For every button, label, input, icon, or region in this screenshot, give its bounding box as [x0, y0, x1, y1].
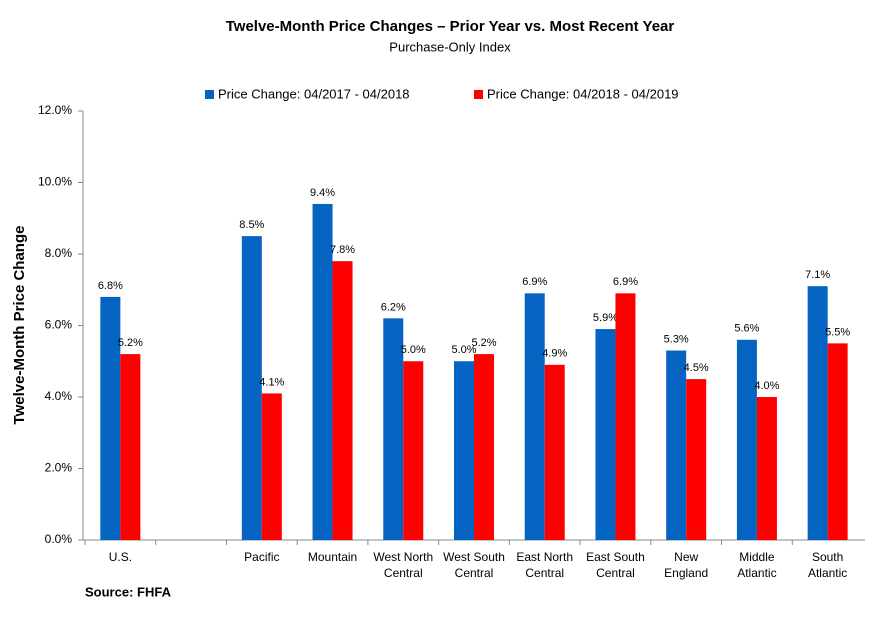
legend-swatch: [205, 90, 214, 99]
value-label: 5.6%: [734, 323, 759, 335]
x-tick-line: West South: [443, 550, 505, 564]
x-tick-line: Mountain: [308, 550, 357, 564]
value-label: 6.9%: [613, 276, 638, 288]
value-label: 7.8%: [330, 244, 355, 256]
bar: [383, 318, 404, 540]
bar: [403, 361, 424, 540]
x-tick-line: Atlantic: [808, 566, 847, 580]
value-label: 4.0%: [754, 380, 779, 392]
value-label: 6.8%: [98, 280, 123, 292]
x-tick-line: Central: [596, 566, 635, 580]
legend-label: Price Change: 04/2017 - 04/2018: [218, 86, 410, 101]
value-label: 5.2%: [118, 337, 143, 349]
bar: [474, 354, 494, 540]
bar: [454, 361, 474, 540]
x-tick-line: West North: [373, 550, 433, 564]
x-tick-line: Middle: [739, 550, 775, 564]
bar: [544, 364, 565, 540]
x-tick-line: East North: [516, 550, 573, 564]
value-label: 5.3%: [664, 333, 689, 345]
y-tick-label: 4.0%: [45, 389, 73, 403]
value-label: 4.1%: [259, 376, 284, 388]
bar: [120, 354, 141, 540]
bar: [686, 379, 707, 540]
y-tick-label: 12.0%: [38, 103, 72, 117]
x-tick-line: Central: [525, 566, 564, 580]
value-label: 5.2%: [471, 337, 496, 349]
bar: [332, 261, 353, 540]
bar: [312, 203, 333, 540]
x-tick-label: U.S.: [109, 550, 132, 564]
value-label: 6.9%: [522, 276, 547, 288]
x-tick-line: Central: [455, 566, 494, 580]
bar: [241, 236, 262, 540]
chart-subtitle: Purchase-Only Index: [389, 39, 511, 54]
x-tick-line: New: [674, 550, 698, 564]
bar: [827, 343, 848, 540]
bar: [595, 329, 616, 540]
chart-title: Twelve-Month Price Changes – Prior Year …: [226, 18, 675, 35]
bar: [756, 397, 777, 540]
x-tick-label: Pacific: [244, 550, 279, 564]
value-label: 4.9%: [542, 348, 567, 360]
value-label: 4.5%: [684, 362, 709, 374]
y-tick-label: 8.0%: [45, 246, 73, 260]
y-tick-label: 10.0%: [38, 175, 72, 189]
bar: [736, 339, 757, 540]
x-tick-line: Pacific: [244, 550, 279, 564]
source: Source: FHFA: [85, 584, 172, 599]
value-label: 5.5%: [825, 326, 850, 338]
x-tick-line: South: [812, 550, 843, 564]
bar: [261, 393, 282, 540]
x-tick-label: Mountain: [308, 550, 357, 564]
legend-swatch: [474, 90, 483, 99]
x-tick-line: Central: [384, 566, 423, 580]
x-tick-line: U.S.: [109, 550, 132, 564]
value-label: 7.1%: [805, 269, 830, 281]
x-tick-label: South Atlantic: [808, 550, 847, 580]
x-tick-line: Atlantic: [737, 566, 776, 580]
value-label: 5.0%: [401, 344, 426, 356]
y-tick-label: 2.0%: [45, 461, 73, 475]
x-tick-label: West South Central: [443, 550, 505, 580]
x-tick-label: East North Central: [516, 550, 573, 580]
y-tick-label: 6.0%: [45, 318, 73, 332]
bar: [666, 350, 687, 540]
value-label: 9.4%: [310, 187, 335, 199]
bar: [807, 286, 828, 540]
value-label: 5.9%: [593, 312, 618, 324]
bar: [100, 296, 121, 540]
value-label: 5.0%: [451, 344, 476, 356]
x-tick-line: England: [664, 566, 708, 580]
x-tick-label: West North Central: [373, 550, 433, 580]
value-label: 6.2%: [381, 301, 406, 313]
y-tick-label: 0.0%: [45, 532, 73, 546]
x-tick-label: New England: [664, 550, 708, 580]
y-axis-title: Twelve-Month Price Change: [11, 226, 28, 425]
bar: [615, 293, 636, 540]
legend-label: Price Change: 04/2018 - 04/2019: [487, 86, 679, 101]
x-tick-line: East South: [586, 550, 645, 564]
x-tick-label: Middle Atlantic: [737, 550, 776, 580]
value-label: 8.5%: [239, 219, 264, 231]
bar: [524, 293, 545, 540]
x-tick-label: East South Central: [586, 550, 645, 580]
